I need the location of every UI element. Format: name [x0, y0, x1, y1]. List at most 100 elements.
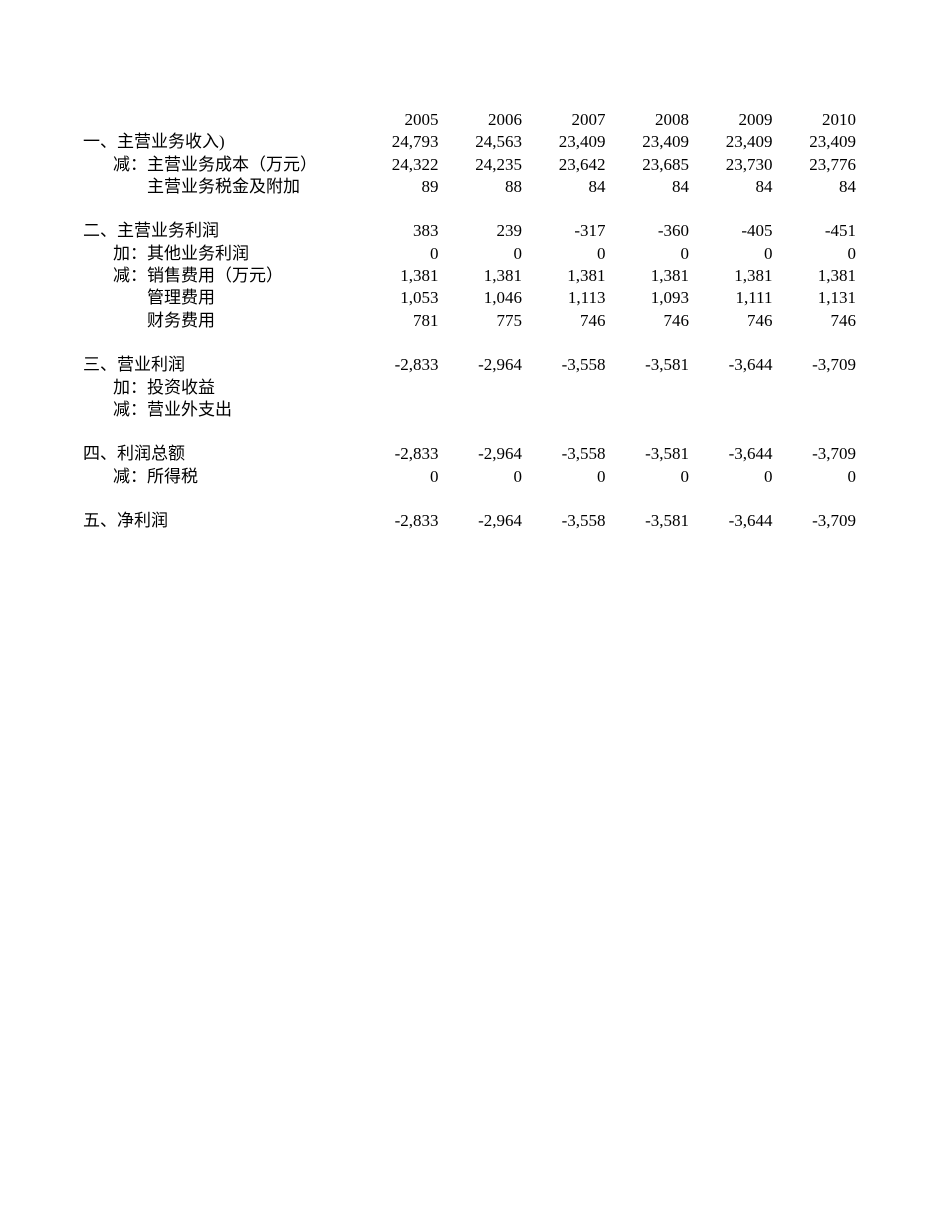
row-label: 财务费用 [147, 310, 215, 330]
year-header-spacer [83, 109, 355, 131]
cell-value: 239 [496, 221, 523, 241]
year-header: 2010 [822, 110, 856, 129]
table-row: 管理费用 1,053 1,046 1,113 1,093 1,111 1,131 [83, 287, 856, 309]
year-header: 2006 [488, 110, 522, 129]
row-label: 管理费用 [147, 288, 215, 308]
cell-value: 746 [830, 310, 857, 330]
cell-value: -3,709 [812, 511, 856, 531]
year-header: 2008 [655, 110, 689, 129]
cell-value: 1,093 [650, 288, 689, 308]
cell-value: 23,730 [725, 154, 773, 174]
cell-value: -2,833 [394, 511, 439, 531]
cell-value: 0 [597, 466, 606, 486]
table-row: 一、主营业务收入) 24,793 24,563 23,409 23,409 23,409 2… [83, 131, 856, 153]
cell-value: 24,793 [391, 132, 439, 152]
table-row: 减：销售费用（万元） 1,381 1,381 1,381 1,381 1,381 1,381 [83, 265, 856, 287]
cell-value: 24,235 [475, 154, 522, 174]
cell-value [355, 377, 439, 399]
spacer-row [83, 332, 856, 354]
cell-value [606, 377, 690, 399]
cell-value: 0 [847, 243, 857, 263]
table-row: 三、营业利润 -2,833 -2,964 -3,558 -3,581 -3,644 -3,7… [83, 354, 856, 376]
cell-value: 23,642 [558, 154, 606, 174]
cell-value [689, 377, 773, 399]
cell-value: 746 [663, 310, 690, 330]
cell-value [355, 399, 439, 421]
row-label: 一、主营业务收入) [83, 132, 225, 152]
cell-value: 1,381 [567, 266, 606, 286]
row-label: 减：营业外支出 [113, 399, 232, 419]
cell-value: 24,322 [391, 154, 439, 174]
cell-value: 23,409 [725, 132, 773, 152]
cell-value: -405 [741, 221, 773, 241]
cell-value: -3,709 [812, 355, 856, 375]
cell-value: 746 [747, 310, 773, 330]
spacer-cell [83, 488, 856, 510]
cell-value: 0 [430, 466, 439, 486]
spacer-row [83, 421, 856, 443]
cell-value: -3,581 [645, 444, 689, 464]
income-statement-body: 一、主营业务收入) 24,793 24,563 23,409 23,409 23,409 2… [83, 131, 856, 532]
cell-value: 84 [755, 176, 773, 196]
cell-value: 84 [839, 176, 856, 196]
table-row: 五、净利润 -2,833 -2,964 -3,558 -3,581 -3,644 -3,70… [83, 510, 856, 532]
cell-value: 0 [847, 466, 857, 486]
row-label: 减：主营业务成本（万元） [113, 154, 317, 174]
table-row: 二、主营业务利润 383 239 -317 -360 -405 -451 [83, 220, 856, 242]
cell-value: -3,581 [645, 355, 689, 375]
cell-value: 0 [764, 243, 773, 263]
cell-value [773, 377, 857, 399]
spacer-cell [83, 421, 856, 443]
cell-value: 1,113 [567, 288, 606, 308]
cell-value: 746 [580, 310, 606, 330]
year-header: 2007 [571, 110, 606, 129]
cell-value: 84 [672, 176, 689, 196]
cell-value: 24,563 [475, 132, 522, 152]
row-label: 五、净利润 [83, 511, 168, 531]
cell-value: -3,558 [561, 444, 606, 464]
year-header: 2005 [404, 110, 439, 129]
cell-value: -3,644 [728, 511, 773, 531]
row-label: 二、主营业务利润 [83, 221, 219, 241]
cell-value [522, 399, 606, 421]
cell-value: 0 [597, 243, 606, 263]
cell-value: 775 [496, 310, 523, 330]
cell-value: -3,558 [561, 511, 606, 531]
cell-value: -3,644 [728, 444, 773, 464]
cell-value: 84 [588, 176, 606, 196]
cell-value: 1,381 [400, 266, 439, 286]
cell-value: 23,409 [642, 132, 689, 152]
cell-value [773, 399, 857, 421]
row-label: 加：投资收益 [113, 377, 215, 397]
cell-value: 0 [513, 466, 523, 486]
cell-value: -3,558 [561, 355, 606, 375]
cell-value: 0 [764, 466, 773, 486]
cell-value: 1,381 [817, 266, 856, 286]
cell-value: -360 [657, 221, 689, 241]
row-label: 加：其他业务利润 [113, 243, 249, 263]
year-header-row: 2005 2006 2007 2008 2009 2010 [83, 109, 857, 131]
cell-value: -2,833 [394, 355, 439, 375]
cell-value: 1,131 [817, 288, 856, 308]
cell-value: -3,581 [645, 511, 689, 531]
row-label: 三、营业利润 [83, 355, 185, 375]
cell-value: 1,046 [483, 288, 522, 308]
income-statement: 2005 2006 2007 2008 2009 2010 一、主营业务收入) 2… [83, 109, 856, 533]
cell-value: -317 [574, 221, 606, 241]
cell-value: 1,381 [650, 266, 689, 286]
cell-value: 781 [413, 310, 439, 330]
cell-value: 0 [680, 466, 690, 486]
table-row: 减：主营业务成本（万元） 24,322 24,235 23,642 23,685 23,7… [83, 154, 856, 176]
cell-value: -2,964 [478, 444, 522, 464]
cell-value: 0 [513, 243, 523, 263]
spacer-cell [83, 198, 856, 220]
table-row: 主营业务税金及附加 89 88 84 84 84 84 [83, 176, 856, 198]
row-label: 减：所得税 [113, 466, 198, 486]
cell-value [439, 399, 523, 421]
cell-value: 88 [505, 176, 522, 196]
spacer-cell [83, 332, 856, 354]
income-statement-table: 2005 2006 2007 2008 2009 2010 一、主营业务收入) 2… [83, 109, 856, 533]
cell-value [606, 399, 690, 421]
cell-value: -2,964 [478, 511, 522, 531]
cell-value: 89 [421, 176, 439, 196]
